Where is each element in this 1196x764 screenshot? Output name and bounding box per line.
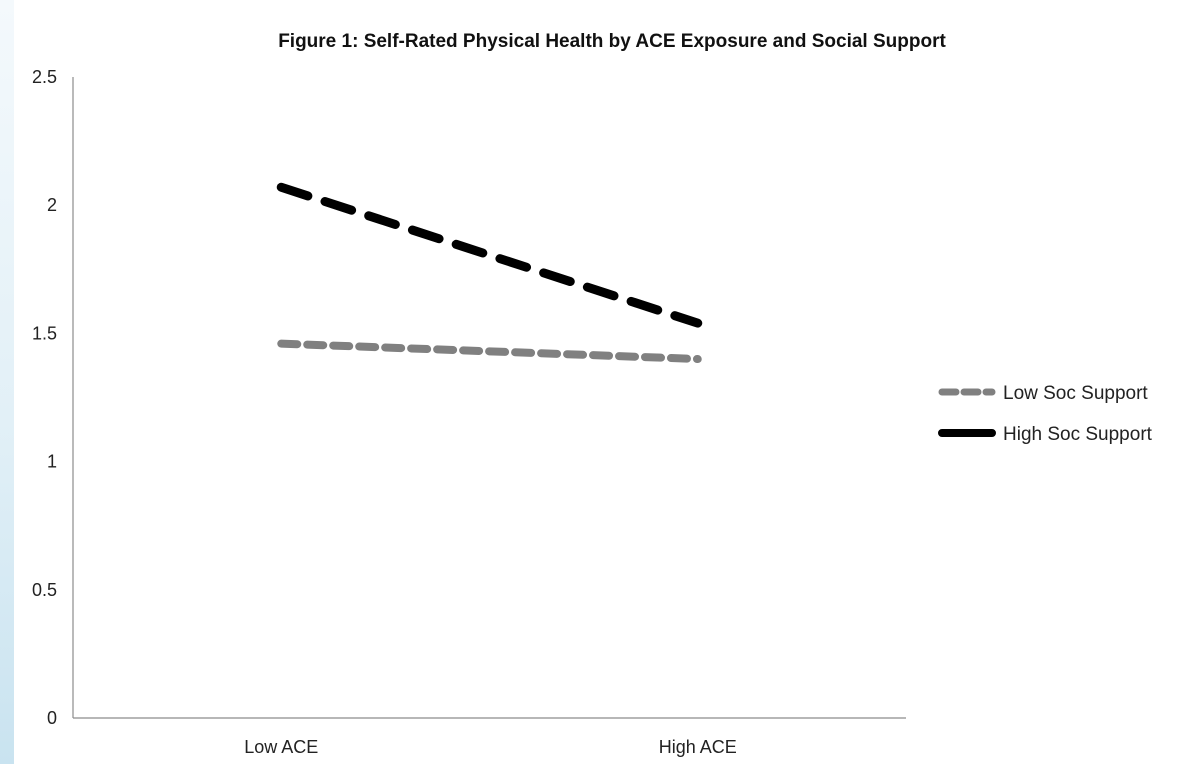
- x-tick-label: Low ACE: [244, 737, 318, 757]
- chart-axes: 0 0.5 1 1.5 2 2.5 Low ACE High ACE: [32, 67, 906, 757]
- chart-title: Figure 1: Self-Rated Physical Health by …: [278, 31, 946, 52]
- x-tick-label: High ACE: [659, 737, 737, 757]
- series-line-2: [276, 182, 703, 328]
- page-edge-decoration: [0, 0, 14, 764]
- y-tick-label: 2.5: [32, 67, 57, 87]
- y-tick-label: 1: [47, 452, 57, 472]
- y-tick-label: 0: [47, 708, 57, 728]
- y-tick-label: 2: [47, 195, 57, 215]
- legend-label: High Soc Support: [1003, 424, 1153, 445]
- y-tick-label: 0.5: [32, 580, 57, 600]
- series-line-1: [277, 339, 702, 364]
- chart-legend: Low Soc Support High Soc Support: [938, 383, 1153, 445]
- y-tick-label: 1.5: [32, 323, 57, 343]
- legend-label: Low Soc Support: [1003, 383, 1148, 404]
- series-layer: [276, 182, 703, 364]
